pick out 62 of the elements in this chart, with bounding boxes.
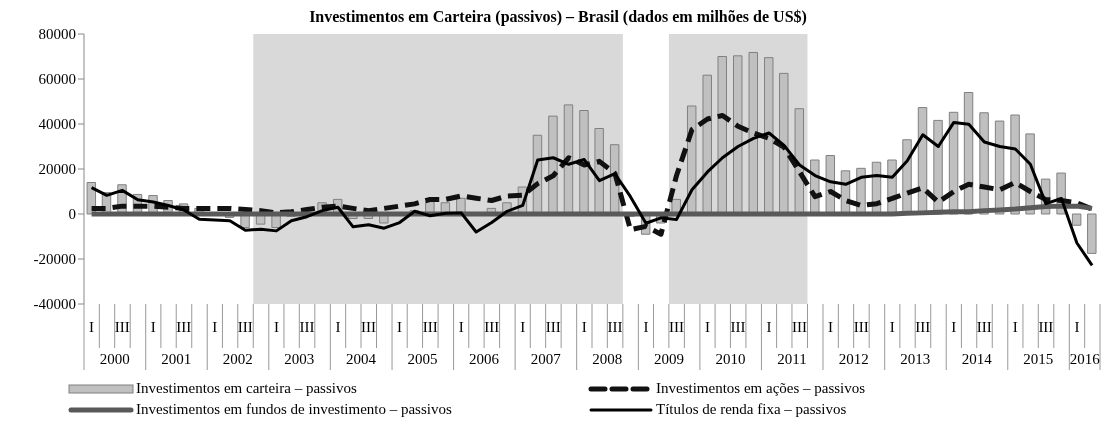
x-tick-label: 2015 [1023, 351, 1054, 367]
text: I [212, 319, 218, 335]
y-tick-label: 60000 [38, 71, 76, 88]
y-tick-label: 80000 [38, 26, 76, 43]
y-tick-label: -20000 [33, 251, 76, 268]
x-tick-label: 2012 [838, 351, 869, 367]
text: I [704, 319, 710, 335]
text: III [730, 319, 746, 335]
x-tick-label: 2013 [900, 351, 931, 367]
text: I [581, 319, 587, 335]
text: I [643, 319, 649, 335]
text: III [237, 319, 253, 335]
text: III [668, 319, 684, 335]
y-tick-label: 20000 [38, 161, 76, 178]
text: I [766, 319, 772, 335]
text: I [1074, 319, 1080, 335]
x-tick-label: 2000 [99, 351, 130, 367]
text: I [520, 319, 526, 335]
text: III [1038, 319, 1054, 335]
x-tick-label: 2010 [715, 351, 746, 367]
text: I [1012, 319, 1018, 335]
x-tick-label: 2001 [161, 351, 192, 367]
text: III [976, 319, 992, 335]
text: I [397, 319, 403, 335]
text: I [89, 319, 95, 335]
text: III [853, 319, 869, 335]
text: III [114, 319, 130, 335]
text: III [299, 319, 315, 335]
text: III [545, 319, 561, 335]
text: I [335, 319, 341, 335]
text: I [150, 319, 156, 335]
x-tick-label: 2007 [530, 351, 562, 367]
text: I [951, 319, 957, 335]
legend-label: Títulos de renda fixa – passivos [656, 401, 847, 418]
text: III [792, 319, 808, 335]
y-tick-label: 0 [68, 206, 76, 223]
legend-label: Investimentos em ações – passivos [656, 380, 866, 397]
text: III [484, 319, 500, 335]
x-tick-label: 2006 [469, 351, 500, 367]
x-tick-label: 2003 [284, 351, 315, 367]
x-tick-label: 2011 [777, 351, 807, 367]
text: I [889, 319, 895, 335]
y-tick-label: -40000 [33, 296, 76, 313]
text: I [828, 319, 834, 335]
x-tick-label: 2005 [407, 351, 438, 367]
x-tick-label: 2004 [346, 351, 377, 367]
x-tick-label: 2014 [961, 351, 993, 367]
legend-label: Investimentos em fundos de investimento – passivos [136, 401, 452, 418]
text: III [422, 319, 438, 335]
text: I [458, 319, 464, 335]
text: III [176, 319, 192, 335]
text: III [915, 319, 931, 335]
text: I [273, 319, 279, 335]
x-tick-label: 2016 [1069, 351, 1101, 367]
chart-title: Investimentos em Carteira (passivos) – Brasil (dados em milhões de US$) [308, 8, 808, 28]
legend-label: Investimentos em carteira – passivos [136, 380, 357, 397]
text: III [607, 319, 623, 335]
y-tick-label: 40000 [38, 116, 76, 133]
x-tick-label: 2009 [653, 351, 684, 367]
x-tick-label: 2002 [222, 351, 253, 367]
x-tick-label: 2008 [592, 351, 623, 367]
text: III [361, 319, 377, 335]
